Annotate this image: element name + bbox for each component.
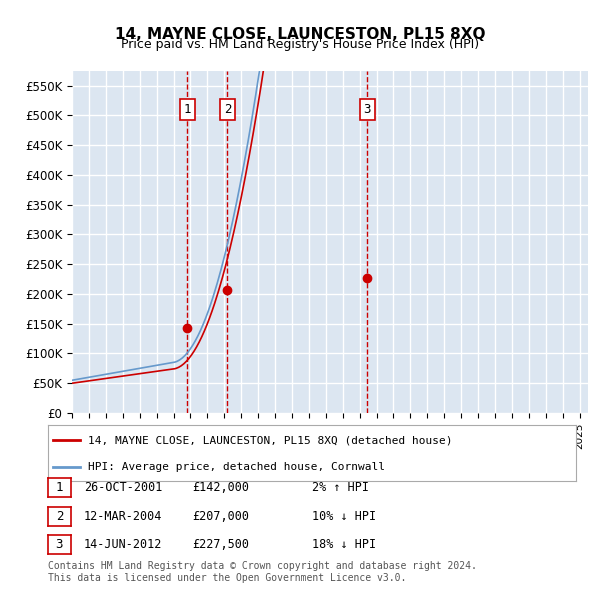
Text: 2% ↑ HPI: 2% ↑ HPI bbox=[312, 481, 369, 494]
Text: 1: 1 bbox=[184, 103, 191, 116]
Text: HPI: Average price, detached house, Cornwall: HPI: Average price, detached house, Corn… bbox=[88, 462, 385, 472]
Text: Price paid vs. HM Land Registry's House Price Index (HPI): Price paid vs. HM Land Registry's House … bbox=[121, 38, 479, 51]
Text: 18% ↓ HPI: 18% ↓ HPI bbox=[312, 538, 376, 551]
Text: 12-MAR-2004: 12-MAR-2004 bbox=[84, 510, 163, 523]
Text: 14-JUN-2012: 14-JUN-2012 bbox=[84, 538, 163, 551]
Text: 2: 2 bbox=[56, 510, 63, 523]
Text: 10% ↓ HPI: 10% ↓ HPI bbox=[312, 510, 376, 523]
Text: 2: 2 bbox=[224, 103, 231, 116]
Text: 14, MAYNE CLOSE, LAUNCESTON, PL15 8XQ: 14, MAYNE CLOSE, LAUNCESTON, PL15 8XQ bbox=[115, 27, 485, 41]
Text: £227,500: £227,500 bbox=[192, 538, 249, 551]
Text: 3: 3 bbox=[364, 103, 371, 116]
Text: 1: 1 bbox=[56, 481, 63, 494]
Text: 14, MAYNE CLOSE, LAUNCESTON, PL15 8XQ (detached house): 14, MAYNE CLOSE, LAUNCESTON, PL15 8XQ (d… bbox=[88, 435, 452, 445]
Text: 26-OCT-2001: 26-OCT-2001 bbox=[84, 481, 163, 494]
Text: 3: 3 bbox=[56, 538, 63, 551]
Text: Contains HM Land Registry data © Crown copyright and database right 2024.
This d: Contains HM Land Registry data © Crown c… bbox=[48, 561, 477, 583]
Text: £207,000: £207,000 bbox=[192, 510, 249, 523]
Text: £142,000: £142,000 bbox=[192, 481, 249, 494]
